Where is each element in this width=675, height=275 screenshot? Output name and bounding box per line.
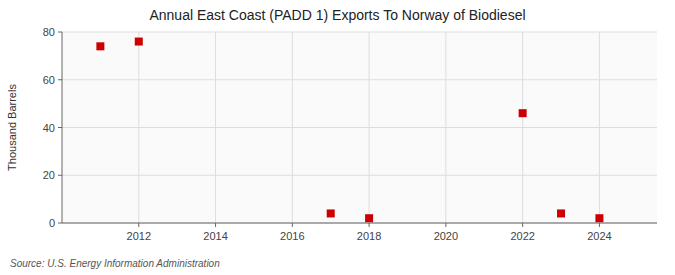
y-grid-line: [62, 32, 657, 33]
y-axis-label: Thousand Barrels: [6, 84, 18, 171]
point: [595, 214, 603, 222]
y-tick-label: 40: [43, 122, 55, 134]
y-tick: [58, 79, 62, 80]
x-tick-label: 2022: [510, 230, 534, 242]
x-tick: [522, 223, 523, 227]
point: [557, 209, 565, 217]
x-tick: [215, 223, 216, 227]
point: [519, 109, 527, 117]
x-tick-label: 2020: [434, 230, 458, 242]
y-grid-line: [62, 175, 657, 176]
x-tick: [599, 223, 600, 227]
x-grid-line: [522, 32, 523, 223]
x-grid-line: [292, 32, 293, 223]
y-grid-line: [62, 223, 657, 224]
y-tick-label: 60: [43, 74, 55, 86]
y-tick-label: 20: [43, 169, 55, 181]
chart: 0 20 40 60 80 2012 2014 2016 2018 2020 2022 2024 Ann…: [0, 0, 675, 275]
x-grid-line: [599, 32, 600, 223]
x-axis-line: [62, 223, 657, 224]
x-tick: [445, 223, 446, 227]
x-tick-label: 2018: [357, 230, 381, 242]
y-tick: [58, 127, 62, 128]
x-tick: [369, 223, 370, 227]
points: [96, 38, 603, 223]
y-tick-label: 0: [49, 217, 55, 229]
plot-background: [62, 32, 657, 223]
x-tick: [292, 223, 293, 227]
x-tick-label: 2012: [127, 230, 151, 242]
y-grid-line: [62, 127, 657, 128]
x-tick-label: 2014: [203, 230, 227, 242]
x-grid-line: [369, 32, 370, 223]
x-grid-line: [215, 32, 216, 223]
point: [135, 38, 143, 46]
x-tick-label: 2016: [280, 230, 304, 242]
y-tick: [58, 175, 62, 176]
title: Annual East Coast (PADD 1) Exports To No…: [149, 7, 525, 23]
point: [327, 209, 335, 217]
y-tick: [58, 32, 62, 33]
chart-container: 0 20 40 60 80 2012 2014 2016 2018 2020 2022 2024 Ann…: [0, 0, 675, 275]
x-tick: [138, 223, 139, 227]
y-tick: [58, 223, 62, 224]
x-grid-line: [445, 32, 446, 223]
point: [365, 214, 373, 222]
y-tick-label: 80: [43, 26, 55, 38]
y-axis-line: [62, 32, 63, 223]
y-grid-line: [62, 79, 657, 80]
axes: 0 20 40 60 80 2012 2014 2016 2018 2020 2022 2024: [43, 26, 657, 242]
source: Source: U.S. Energy Information Administ…: [10, 258, 220, 269]
x-grid-line: [138, 32, 139, 223]
grid: [62, 32, 657, 223]
point: [96, 42, 104, 50]
x-tick-label: 2024: [587, 230, 611, 242]
